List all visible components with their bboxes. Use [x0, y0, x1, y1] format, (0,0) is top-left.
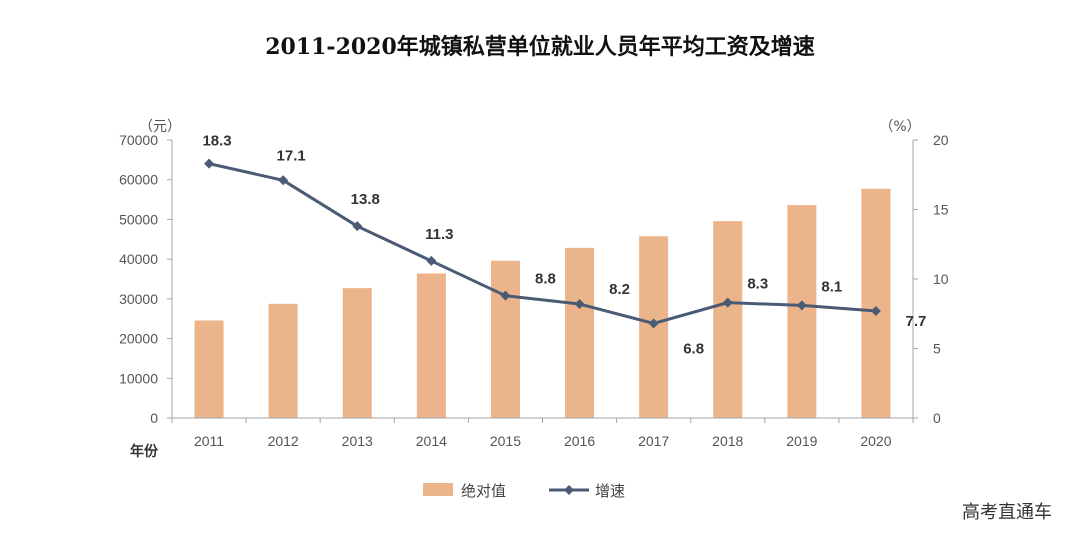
x-tick-label: 2018: [712, 433, 743, 449]
left-tick-label: 20000: [119, 331, 158, 347]
right-tick-label: 20: [933, 132, 949, 148]
right-axis: 0 5 10 15 20: [912, 132, 949, 426]
bar: [565, 247, 595, 418]
bar: [268, 303, 298, 418]
right-tick-label: 0: [933, 410, 941, 426]
line-data-labels: 18.3 17.1 13.8 11.3 8.8 8.2 6.8 8.3 8.1 7.7: [202, 133, 926, 358]
x-tick-label: 2019: [786, 433, 817, 449]
line-data-label: 6.8: [683, 340, 704, 357]
legend-bar-label: 绝对值: [461, 482, 506, 500]
left-tick-label: 40000: [119, 251, 158, 267]
x-tick-label: 2017: [638, 433, 669, 449]
line-point: [352, 221, 363, 232]
left-tick-label: 0: [150, 410, 158, 426]
line-point: [500, 290, 511, 301]
line-point: [796, 300, 807, 311]
line-point: [204, 158, 215, 169]
left-tick-label: 70000: [119, 132, 158, 148]
left-tick-label: 50000: [119, 211, 158, 227]
line-point: [648, 318, 659, 329]
legend-bar-swatch: [423, 483, 453, 496]
right-axis-unit: （%）: [879, 119, 920, 135]
x-tick-label: 2012: [268, 433, 299, 449]
x-tick-label: 2014: [416, 433, 447, 449]
bar: [342, 288, 372, 418]
line-data-label: 8.3: [747, 276, 768, 293]
x-tick-label: 2015: [490, 433, 521, 449]
growth-line: [208, 162, 877, 325]
right-tick-label: 15: [933, 202, 949, 218]
bar: [416, 273, 446, 418]
watermark: 高考直通车: [962, 502, 1052, 523]
bar-series: [194, 188, 891, 418]
bar: [787, 205, 817, 418]
chart-title: 2011-2020年城镇私营单位就业人员年平均工资及增速: [265, 34, 815, 60]
legend-line-label: 增速: [595, 482, 625, 500]
bar: [490, 260, 520, 418]
left-tick-label: 30000: [119, 291, 158, 307]
x-tick-label: 2020: [860, 433, 891, 449]
x-tick-label: 2016: [564, 433, 595, 449]
line-data-label: 17.1: [277, 147, 306, 164]
legend-line-marker: [564, 485, 574, 495]
line-data-label: 7.7: [906, 313, 927, 330]
line-data-label: 8.8: [535, 271, 556, 288]
x-tick-label: 2011: [194, 433, 224, 449]
left-tick-label: 10000: [119, 370, 158, 386]
bar: [713, 221, 743, 418]
line-point: [278, 175, 289, 186]
x-tick-label: 2013: [342, 433, 373, 449]
bar: [194, 320, 224, 418]
left-axis: 0 10000 20000 30000 40000 50000 60000 70000: [119, 132, 173, 426]
legend: 绝对值 增速: [423, 482, 625, 500]
left-axis-unit: （元）: [139, 119, 181, 135]
line-data-label: 18.3: [202, 133, 231, 150]
left-tick-label: 60000: [119, 172, 158, 188]
x-axis-title: 年份: [130, 443, 159, 460]
bar: [861, 188, 891, 418]
line-point: [574, 299, 585, 310]
right-tick-label: 5: [933, 341, 941, 357]
line-data-label: 8.2: [609, 281, 630, 298]
line-data-label: 8.1: [821, 278, 842, 295]
x-axis: 2011 2012 2013 2014 2015 2016 2017 2018 2019 2020: [171, 417, 914, 449]
line-data-label: 13.8: [351, 191, 380, 208]
line-point: [426, 255, 437, 266]
line-point: [722, 297, 733, 308]
line-point: [870, 305, 881, 316]
line-series: [204, 158, 881, 329]
line-data-label: 11.3: [425, 226, 453, 243]
right-tick-label: 10: [933, 271, 949, 287]
